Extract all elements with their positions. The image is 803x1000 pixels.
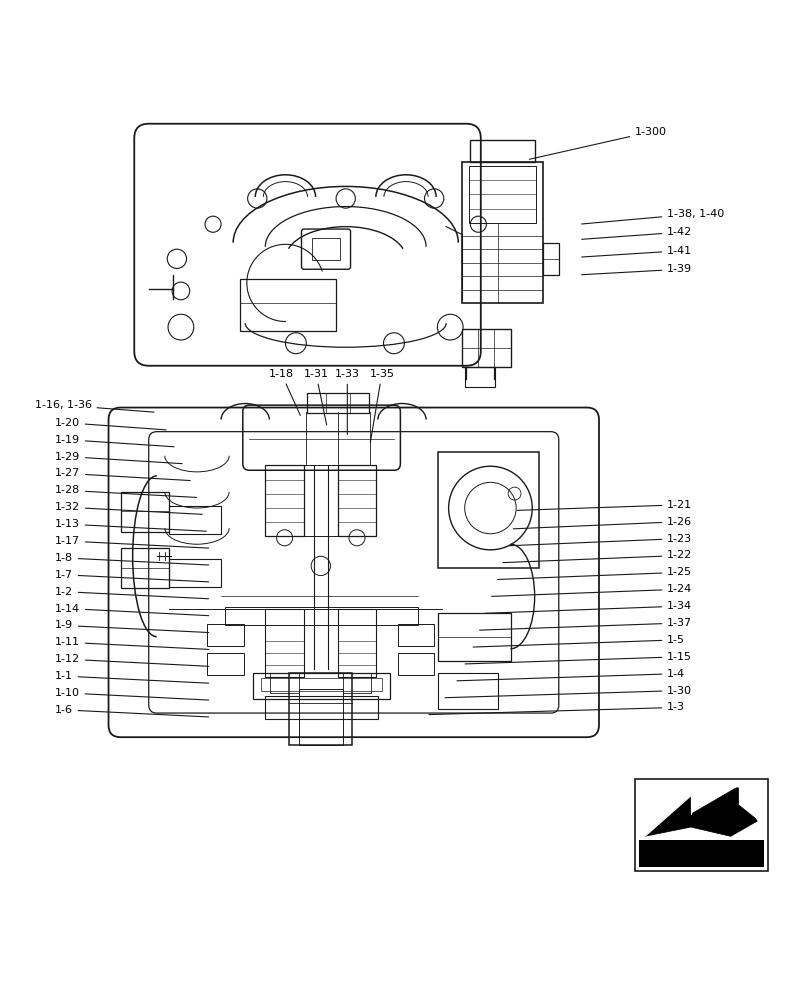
Text: 1-22: 1-22 (502, 550, 691, 563)
Text: 1-30: 1-30 (444, 686, 691, 698)
Bar (265, 609, 304, 677)
Bar (470, 140, 534, 162)
Text: 1-10: 1-10 (55, 688, 209, 700)
Bar (270, 673, 299, 693)
Bar (462, 329, 510, 367)
Bar (397, 624, 434, 646)
Bar (342, 673, 371, 693)
Bar (120, 492, 169, 532)
Text: 1-4: 1-4 (456, 669, 685, 681)
Bar (261, 678, 381, 691)
Bar (239, 279, 336, 331)
Text: 1-32: 1-32 (55, 502, 202, 514)
Bar (397, 653, 434, 675)
Bar (225, 607, 418, 625)
Bar (207, 653, 243, 675)
Bar (542, 243, 558, 275)
Text: 1-24: 1-24 (491, 584, 691, 596)
Text: 1-34: 1-34 (484, 601, 691, 613)
Text: 1-5: 1-5 (472, 635, 684, 647)
Text: 1-16, 1-36: 1-16, 1-36 (35, 400, 154, 412)
Text: 1-27: 1-27 (55, 468, 190, 481)
Text: 1-15: 1-15 (464, 652, 691, 664)
Bar (462, 162, 542, 303)
Text: 1-35: 1-35 (369, 369, 394, 443)
Text: 1-29: 1-29 (55, 452, 182, 464)
Bar (312, 238, 340, 260)
Text: 1-9: 1-9 (55, 620, 209, 633)
Text: 1-300: 1-300 (528, 127, 666, 159)
Bar (337, 609, 376, 677)
Text: 1-37: 1-37 (479, 618, 691, 630)
Text: 1-41: 1-41 (581, 246, 691, 257)
Text: 1-13: 1-13 (55, 519, 206, 531)
Bar (337, 465, 376, 536)
Text: 1-39: 1-39 (581, 264, 691, 275)
Text: 1-7: 1-7 (55, 570, 209, 582)
Text: 1-33: 1-33 (334, 369, 360, 435)
Polygon shape (644, 786, 757, 836)
Bar (265, 696, 377, 719)
Bar (438, 452, 538, 568)
Text: 1-42: 1-42 (581, 227, 691, 239)
Bar (299, 689, 342, 745)
Text: 1-17: 1-17 (55, 536, 209, 548)
Text: 1-21: 1-21 (516, 500, 691, 510)
Bar (307, 393, 369, 413)
Bar (438, 673, 498, 709)
Bar (289, 673, 352, 745)
Text: 1-1: 1-1 (55, 671, 209, 683)
Bar (207, 624, 243, 646)
Text: 1-25: 1-25 (496, 567, 691, 579)
Bar (464, 367, 495, 387)
Text: 1-26: 1-26 (512, 517, 691, 529)
Text: 1-18: 1-18 (268, 369, 300, 415)
Text: 1-12: 1-12 (55, 654, 209, 666)
Text: 1-8: 1-8 (55, 553, 209, 565)
Bar (638, 840, 763, 867)
Text: 1-3: 1-3 (428, 702, 684, 715)
Bar (169, 506, 221, 534)
Text: 1-20: 1-20 (55, 418, 166, 430)
Text: 1-2: 1-2 (55, 587, 209, 599)
Text: 1-38, 1-40: 1-38, 1-40 (581, 209, 724, 224)
Bar (253, 673, 389, 699)
Bar (169, 559, 221, 587)
Text: 1-28: 1-28 (55, 485, 197, 497)
Text: 1-31: 1-31 (303, 369, 328, 425)
Bar (468, 166, 536, 223)
Bar (120, 548, 169, 588)
Text: 1-14: 1-14 (55, 604, 209, 616)
Bar (265, 465, 304, 536)
Text: 1-11: 1-11 (55, 637, 209, 649)
Text: 1-23: 1-23 (508, 534, 691, 546)
Text: 1-19: 1-19 (55, 435, 174, 447)
Bar (438, 613, 510, 661)
Text: 1-6: 1-6 (55, 705, 209, 717)
Bar (634, 779, 767, 871)
